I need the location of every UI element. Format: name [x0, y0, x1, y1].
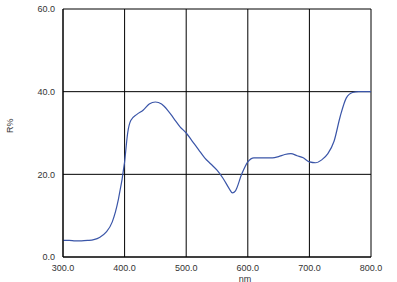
svg-text:60.0: 60.0	[37, 4, 55, 14]
svg-text:700.0: 700.0	[298, 263, 321, 273]
svg-text:0.0: 0.0	[42, 252, 55, 262]
svg-text:300.0: 300.0	[52, 263, 75, 273]
svg-text:nm: nm	[239, 274, 252, 282]
svg-text:400.0: 400.0	[113, 263, 136, 273]
svg-text:500.0: 500.0	[175, 263, 198, 273]
svg-text:600.0: 600.0	[237, 263, 260, 273]
svg-text:40.0: 40.0	[37, 87, 55, 97]
svg-text:20.0: 20.0	[37, 170, 55, 180]
svg-text:800.0: 800.0	[360, 263, 383, 273]
svg-text:R%: R%	[8, 118, 15, 133]
